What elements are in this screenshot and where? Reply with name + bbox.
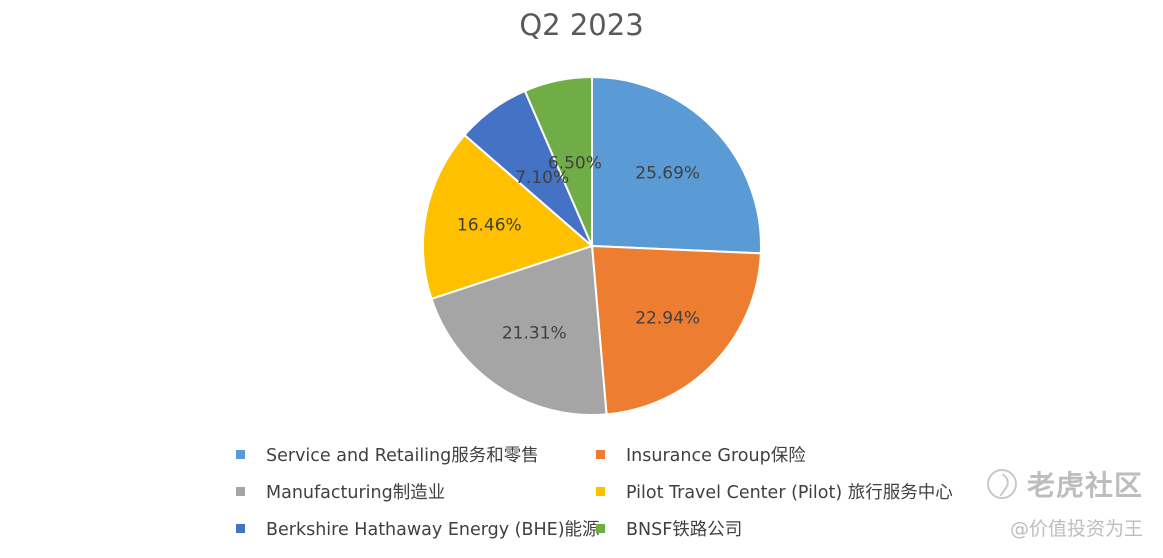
pie-slices [422, 75, 762, 416]
watermark-logo-row: 老虎社区 [963, 464, 1143, 504]
legend-swatch-2 [596, 450, 605, 459]
pie-data-label-1: 25.69% [635, 164, 700, 184]
legend-label-4: Pilot Travel Center (Pilot) 旅行服务中心 [626, 483, 953, 503]
pie-data-label-2: 22.94% [635, 308, 700, 328]
pie-slice-3 [430, 244, 608, 416]
pie-slice-4 [422, 133, 594, 301]
watermark-brand: 老虎社区 [1026, 469, 1143, 502]
legend-item-6: BNSF铁路公司 [596, 516, 956, 541]
legend-label-2: Insurance Group保险 [626, 446, 806, 466]
legend-item-5: Berkshire Hathaway Energy (BHE)能源 [236, 516, 600, 541]
legend-item-3: Manufacturing制造业 [236, 479, 596, 504]
pie-slice-2 [590, 244, 762, 416]
tiger-logo-icon [986, 469, 1017, 499]
chart-title: Q2 2023 [519, 8, 644, 42]
legend-item-2: Insurance Group保险 [596, 442, 956, 467]
legend-swatch-4 [596, 487, 605, 496]
legend-label-1: Service and Retailing服务和零售 [266, 446, 539, 466]
pie-data-labels: 25.69% 22.94% 21.31% 16.46% 7.10%6.50% [457, 153, 700, 343]
pie-slice-6 [523, 75, 593, 247]
watermark-handle: @价值投资为王 [1009, 518, 1143, 540]
pie-data-label-6: 6.50% [548, 153, 602, 173]
pie-data-label-4: 16.46% [457, 215, 522, 235]
pie-slice-1 [591, 75, 762, 255]
chart-legend: Service and Retailing服务和零售 Insurance Grou… [236, 442, 976, 541]
pie-data-label-5: 7.10% [515, 168, 569, 188]
legend-swatch-6 [596, 524, 605, 533]
legend-label-3: Manufacturing制造业 [266, 483, 446, 503]
legend-item-4: Pilot Travel Center (Pilot) 旅行服务中心 [596, 479, 956, 504]
legend-swatch-5 [236, 524, 245, 533]
legend-item-1: Service and Retailing服务和零售 [236, 442, 596, 467]
legend-swatch-1 [236, 450, 245, 459]
legend-swatch-3 [236, 487, 245, 496]
pie-data-label-3: 21.31% [502, 323, 567, 343]
watermark: 老虎社区 @价值投资为王 [963, 464, 1143, 544]
legend-label-5: Berkshire Hathaway Energy (BHE)能源 [266, 520, 600, 540]
legend-label-6: BNSF铁路公司 [626, 520, 743, 540]
